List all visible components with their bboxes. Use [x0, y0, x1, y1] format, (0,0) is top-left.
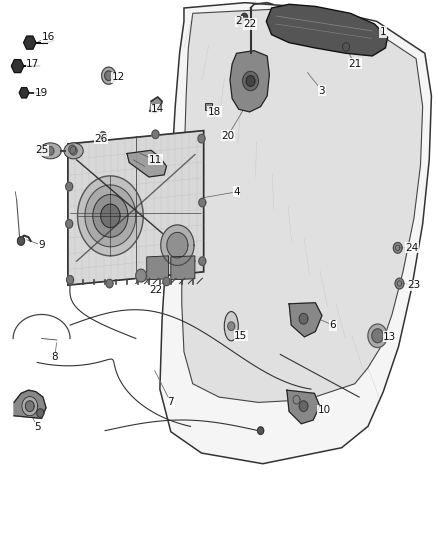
Polygon shape — [243, 71, 258, 91]
Polygon shape — [68, 131, 204, 285]
Text: 17: 17 — [26, 59, 39, 69]
Text: 23: 23 — [407, 280, 420, 290]
Text: 20: 20 — [221, 131, 234, 141]
Polygon shape — [299, 313, 308, 324]
Polygon shape — [160, 3, 431, 464]
Polygon shape — [127, 150, 166, 177]
Polygon shape — [393, 243, 402, 253]
Polygon shape — [66, 182, 73, 191]
Polygon shape — [69, 145, 76, 154]
Text: 13: 13 — [383, 332, 396, 342]
Polygon shape — [70, 147, 77, 155]
Polygon shape — [102, 67, 116, 84]
Polygon shape — [14, 390, 46, 418]
Polygon shape — [106, 279, 113, 288]
Polygon shape — [37, 409, 44, 417]
Text: 19: 19 — [35, 88, 48, 98]
Polygon shape — [18, 237, 25, 245]
Text: 2: 2 — [235, 17, 242, 26]
Polygon shape — [105, 71, 113, 80]
Polygon shape — [24, 36, 36, 49]
Polygon shape — [372, 329, 383, 343]
Text: 5: 5 — [34, 423, 41, 432]
Polygon shape — [266, 4, 388, 56]
Polygon shape — [11, 60, 24, 72]
Polygon shape — [25, 401, 34, 411]
Ellipse shape — [64, 143, 83, 159]
Polygon shape — [67, 276, 74, 284]
Polygon shape — [182, 8, 423, 402]
Text: 25: 25 — [35, 146, 48, 155]
Text: 9: 9 — [38, 240, 45, 250]
Polygon shape — [78, 176, 143, 256]
Text: 12: 12 — [112, 72, 125, 82]
Polygon shape — [368, 324, 387, 348]
Ellipse shape — [224, 311, 238, 341]
Text: 24: 24 — [405, 243, 418, 253]
Polygon shape — [171, 256, 195, 280]
Polygon shape — [228, 322, 235, 330]
Text: 6: 6 — [329, 320, 336, 330]
Polygon shape — [85, 185, 136, 247]
Polygon shape — [93, 195, 128, 237]
Polygon shape — [22, 397, 38, 416]
Polygon shape — [230, 51, 269, 112]
Polygon shape — [199, 198, 206, 207]
Polygon shape — [136, 269, 146, 282]
Polygon shape — [198, 134, 205, 143]
Text: 26: 26 — [94, 134, 107, 143]
Polygon shape — [147, 256, 169, 280]
Text: 22: 22 — [149, 286, 162, 295]
Polygon shape — [395, 278, 404, 289]
Polygon shape — [205, 103, 212, 110]
Polygon shape — [47, 147, 54, 155]
Polygon shape — [99, 132, 106, 140]
Polygon shape — [237, 19, 243, 26]
Text: 8: 8 — [51, 352, 58, 362]
Ellipse shape — [39, 143, 61, 159]
Polygon shape — [150, 97, 162, 113]
Polygon shape — [161, 225, 194, 265]
Text: 22: 22 — [243, 19, 256, 29]
Polygon shape — [167, 232, 188, 258]
Text: 21: 21 — [348, 59, 361, 69]
Polygon shape — [246, 76, 255, 86]
Polygon shape — [163, 277, 170, 286]
Text: 10: 10 — [318, 406, 331, 415]
Polygon shape — [199, 257, 206, 265]
Text: 16: 16 — [42, 33, 55, 42]
Polygon shape — [19, 87, 29, 98]
Text: 1: 1 — [380, 27, 387, 37]
Text: 4: 4 — [233, 187, 240, 197]
Polygon shape — [299, 401, 308, 411]
Polygon shape — [241, 13, 247, 21]
Text: 7: 7 — [167, 398, 174, 407]
Text: 18: 18 — [208, 107, 221, 117]
Text: 15: 15 — [234, 331, 247, 341]
Text: 3: 3 — [318, 86, 325, 95]
Text: 11: 11 — [149, 155, 162, 165]
Polygon shape — [289, 303, 322, 337]
Polygon shape — [343, 43, 350, 51]
Polygon shape — [101, 204, 120, 228]
Polygon shape — [258, 427, 264, 434]
Text: 14: 14 — [151, 104, 164, 114]
Polygon shape — [152, 130, 159, 139]
Polygon shape — [66, 220, 73, 228]
Polygon shape — [287, 390, 320, 424]
